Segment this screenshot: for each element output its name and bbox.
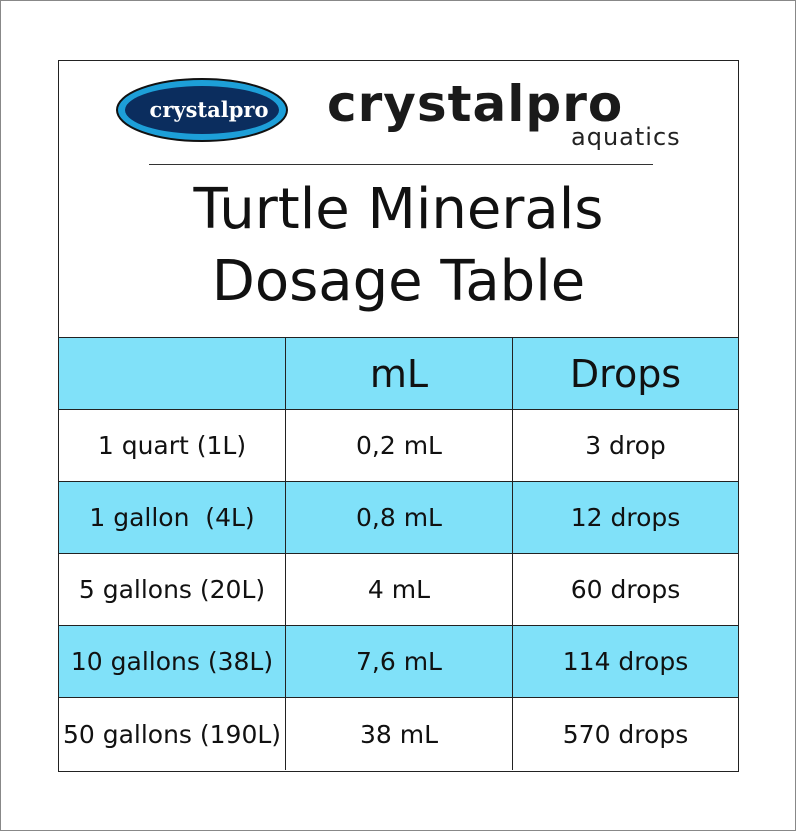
- header-cell: mL: [285, 337, 513, 410]
- table-row: 1 gallon (4L) 0,8 mL 12 drops: [59, 481, 738, 554]
- table-cell: 12 drops: [512, 481, 738, 554]
- table-row: 10 gallons (38L) 7,6 mL 114 drops: [59, 625, 738, 698]
- brand-tagline: aquatics: [571, 123, 681, 151]
- table-cell: 5 gallons (20L): [59, 553, 286, 626]
- dosage-table: mL Drops 1 quart (1L) 0,2 mL 3 drop 1 gallo…: [59, 337, 738, 770]
- logo: crystalpro: [116, 78, 288, 142]
- logo-core: [125, 86, 279, 134]
- table-body: mL Drops 1 quart (1L) 0,2 mL 3 drop 1 gallo…: [59, 337, 738, 770]
- table-cell: 1 quart (1L): [59, 409, 286, 482]
- table-cell: 0,8 mL: [285, 481, 513, 554]
- table-row: 5 gallons (20L) 4 mL 60 drops: [59, 553, 738, 626]
- divider: [149, 164, 653, 165]
- title: Turtle Minerals: [193, 177, 604, 242]
- table-cell: 570 drops: [512, 697, 738, 770]
- dosage-card: crystalpro crystalpro aquatics Turtle Mi…: [58, 60, 739, 772]
- header-row: mL Drops: [59, 337, 738, 410]
- table-row: 1 quart (1L) 0,2 mL 3 drop: [59, 409, 738, 482]
- table-cell: 4 mL: [285, 553, 513, 626]
- table-cell: 0,2 mL: [285, 409, 513, 482]
- table-cell: 60 drops: [512, 553, 738, 626]
- table-cell: 3 drop: [512, 409, 738, 482]
- table-cell: 10 gallons (38L): [59, 625, 286, 698]
- table-cell: 7,6 mL: [285, 625, 513, 698]
- table-row: 50 gallons (190L) 38 mL 570 drops: [59, 697, 738, 770]
- header-cell: [59, 337, 286, 410]
- header: crystalpro crystalpro aquatics Turtle Mi…: [59, 61, 738, 338]
- title: Dosage Table: [211, 249, 586, 314]
- header-cell: Drops: [512, 337, 738, 410]
- table-cell: 1 gallon (4L): [59, 481, 286, 554]
- brand-name: crystalpro: [327, 75, 624, 133]
- logo-text: crystalpro: [150, 97, 269, 122]
- table-cell: 38 mL: [285, 697, 513, 770]
- table-cell: 50 gallons (190L): [59, 697, 286, 770]
- table-cell: 114 drops: [512, 625, 738, 698]
